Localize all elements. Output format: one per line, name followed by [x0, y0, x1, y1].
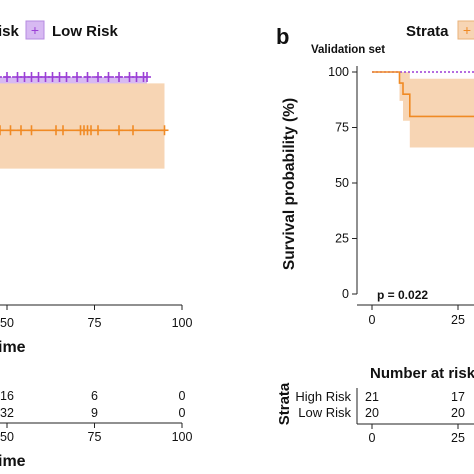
legend-a-low-risk-label: Low Risk [52, 23, 119, 40]
panel-b-x-tick-label-0: 0 [369, 313, 376, 327]
panel-a-censor-mark-0-17 [115, 72, 123, 82]
panel-a-risk-tick-label-1: 75 [88, 430, 102, 444]
panel-b-risk-table: High Risk 21 17 Low Risk 20 20 0 25 [295, 388, 474, 445]
panel-b-p-value: p = 0.022 [377, 288, 428, 302]
panel-a-censor-mark-1-5 [52, 125, 60, 136]
panel-a-censor-mark-0-21 [143, 72, 151, 82]
panel-b-risk-row-label-0: High Risk [295, 389, 351, 404]
panel-b-risk-row-label-1: Low Risk [298, 405, 351, 420]
panel-b-risk-cell-1-0: 20 [365, 406, 379, 420]
panel-a-risk-x-axis-label: ime [0, 453, 26, 470]
panel-a-censor-mark-0-15 [94, 72, 102, 82]
panel-a-risk-tick-label-0: 50 [0, 430, 14, 444]
panel-a-x-axis-label: ime [0, 339, 26, 356]
panel-a-censor-mark-1-14 [160, 125, 169, 136]
panel-a-censor-mark-1-10 [87, 125, 95, 136]
panel-a-risk-cell-1-1: 9 [91, 406, 98, 420]
panel-a-censor-mark-0-4 [3, 72, 11, 82]
panel-b-legend-title: Strata [406, 23, 449, 40]
panel-b-risk-cell-0-1: 17 [451, 390, 465, 404]
panel-a-censor-mark-0-12 [62, 72, 71, 82]
panel-b-label: b [276, 24, 289, 49]
panel-a-censor-mark-0-19 [132, 72, 141, 82]
panel-a-censor-mark-0-9 [41, 72, 50, 82]
panel-a-censor-mark-0-18 [125, 72, 134, 82]
legend-a-low-risk-key [25, 20, 45, 40]
panel-a-censor-mark-1-6 [59, 125, 67, 136]
panel-a-risk-cell-0-1: 6 [91, 389, 98, 403]
panel-b-risk-side-label: Strata [276, 382, 293, 425]
panel-b-y-tick-label-1: 25 [335, 232, 349, 246]
panel-a-censor-mark-1-12 [115, 125, 123, 136]
panel-a-risk-cell-0-2: 0 [179, 389, 186, 403]
panel-b-curve-1 [372, 71, 474, 118]
panel-a-censor-mark-0-6 [20, 72, 29, 82]
panel-a-censor-mark-0-13 [73, 72, 81, 82]
panel-b-risk-tick-label-1: 25 [451, 431, 465, 445]
panel-a-censor-mark-0-7 [27, 72, 36, 82]
panel-a-censor-mark-1-4 [27, 125, 36, 136]
panel-a-risk-x-axis: 50 75 100 [0, 422, 193, 444]
panel-a-censor-mark-0-5 [13, 72, 22, 82]
panel-b-plot [372, 71, 474, 148]
panel-b-risk-tick-label-0: 0 [369, 431, 376, 445]
legend-a-fragment: isk [0, 23, 20, 40]
panel-b-y-tick-label-2: 50 [335, 176, 349, 190]
panel-a-censor-mark-0-10 [48, 72, 57, 82]
panel-b-ci-band-1 [372, 72, 474, 148]
panel-a-censor-mark-1-1 [0, 125, 4, 136]
panel-a-risk-cell-0-0: 16 [0, 389, 14, 403]
panel-a-censor-mark-0-14 [83, 72, 92, 82]
panel-a-censor-mark-0-16 [104, 72, 113, 82]
panel-a-x-tick-label-2: 100 [172, 316, 193, 330]
panel-a-censor-mark-1-13 [129, 125, 137, 136]
panel-b-x-tick-label-1: 25 [451, 313, 465, 327]
panel-a-x-tick-label-0: 50 [0, 316, 14, 330]
panel-b-axes: 0 25 50 75 100 0 25 [328, 65, 474, 327]
panel-b-risk-cell-0-0: 21 [365, 390, 379, 404]
panel-b-y-tick-label-3: 75 [335, 121, 349, 135]
panel-a-risk-tick-label-2: 100 [172, 430, 193, 444]
panel-a-risk-table: 16 6 0 32 9 0 [0, 389, 185, 420]
panel-a-x-axis: 50 75 100 [0, 304, 193, 330]
legend-a-low-risk-key-cross: + [31, 22, 39, 38]
panel-a-censor-mark-0-11 [55, 72, 64, 82]
panel-b-risk-cell-1-1: 20 [451, 406, 465, 420]
legend-b-key [457, 20, 474, 40]
panel-a-x-tick-label-1: 75 [88, 316, 102, 330]
panel-a-plot [0, 72, 169, 169]
panel-a-censor-mark-1-3 [17, 125, 25, 136]
panel-b-y-tick-label-0: 0 [342, 287, 349, 301]
panel-b-risk-title: Number at risk [370, 365, 474, 382]
panel-b-y-tick-label-4: 100 [328, 65, 349, 79]
panel-a-risk-cell-1-0: 32 [0, 406, 14, 420]
panel-a-ci-band-1 [0, 83, 165, 169]
panel-a-censor-mark-0-8 [34, 72, 43, 82]
panel-b-title: Validation set [311, 44, 385, 56]
panel-a-censor-mark-1-11 [94, 125, 102, 136]
legend-b-key-cross: + [463, 22, 471, 38]
panel-a-risk-cell-1-2: 0 [179, 406, 186, 420]
panel-a-censor-mark-1-2 [6, 125, 15, 136]
panel-b-y-axis-label: Survival probability (%) [281, 98, 298, 270]
